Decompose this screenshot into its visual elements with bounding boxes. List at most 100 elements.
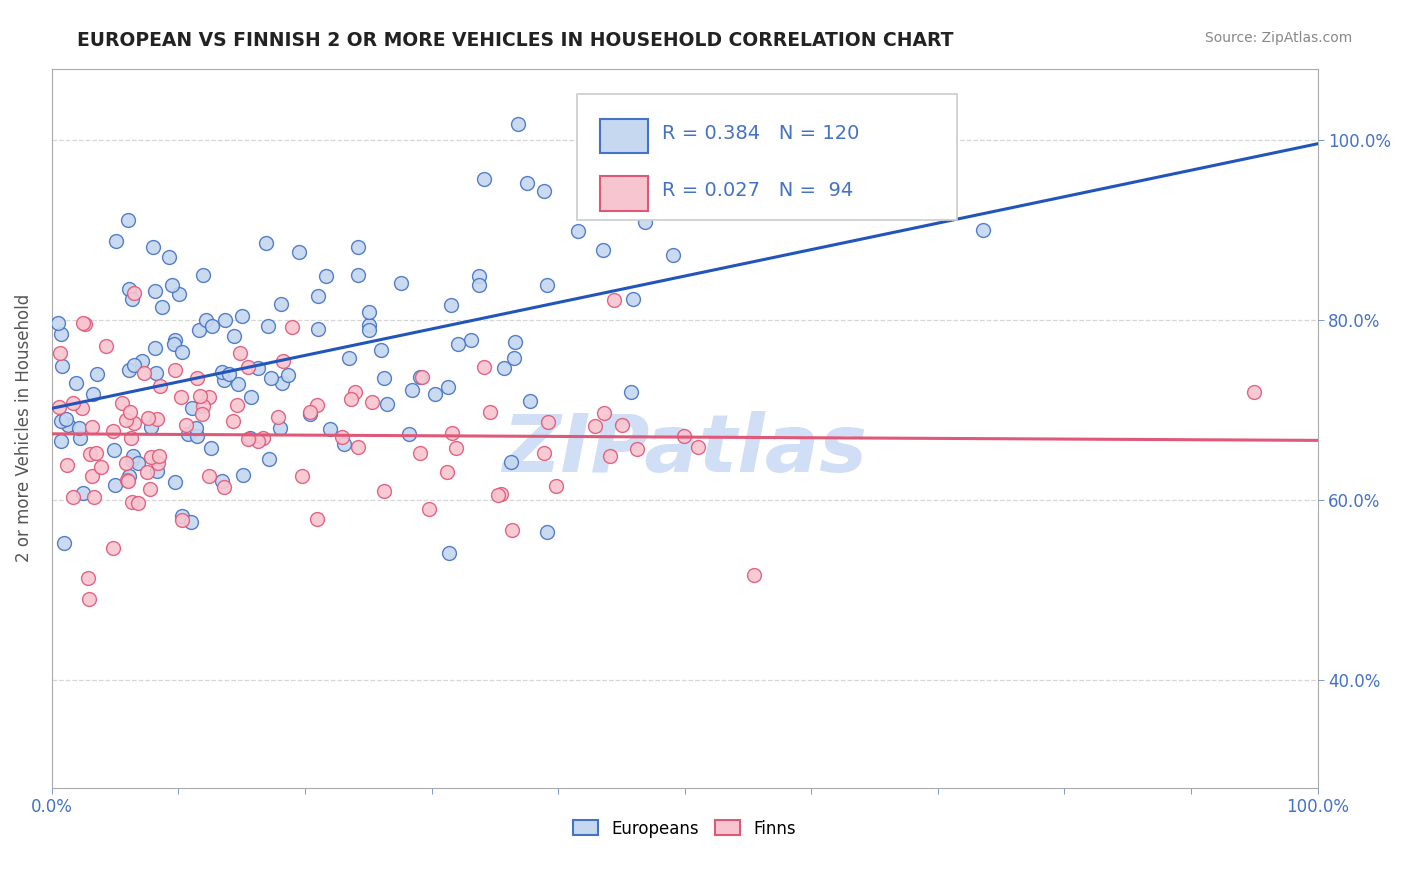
Point: [236, 432, 259, 446]
Point: [118, 282, 141, 296]
Point: [673, 428, 696, 442]
Point: [288, 244, 311, 259]
Point: [478, 404, 501, 418]
Point: [238, 431, 260, 445]
Point: [486, 488, 509, 502]
Point: [440, 298, 463, 312]
Point: [104, 478, 127, 492]
Point: [194, 312, 217, 326]
Point: [389, 276, 412, 290]
Point: [359, 323, 381, 337]
Point: [148, 449, 170, 463]
Point: [176, 427, 198, 442]
Point: [266, 410, 288, 425]
Point: [503, 334, 526, 349]
Point: [247, 360, 270, 375]
Point: [167, 286, 190, 301]
Point: [247, 434, 270, 448]
Point: [409, 446, 432, 460]
Point: [229, 345, 252, 359]
Point: [82, 469, 104, 483]
Point: [340, 392, 363, 406]
Point: [134, 366, 156, 380]
Point: [447, 337, 470, 351]
Point: [315, 268, 337, 283]
Point: [170, 390, 193, 404]
Point: [375, 397, 398, 411]
Point: [139, 482, 162, 496]
Point: [55, 411, 77, 425]
Point: [437, 546, 460, 560]
Point: [163, 336, 186, 351]
Point: [226, 398, 249, 412]
Point: [124, 358, 146, 372]
Legend: Europeans, Finns: Europeans, Finns: [567, 813, 803, 844]
Point: [467, 277, 489, 292]
Point: [271, 376, 294, 390]
Point: [299, 407, 322, 421]
Point: [211, 365, 233, 379]
Point: [592, 406, 614, 420]
Point: [165, 475, 187, 489]
Point: [260, 371, 283, 385]
Point: [49, 327, 72, 342]
Point: [145, 341, 167, 355]
Point: [688, 440, 710, 454]
Point: [80, 419, 103, 434]
Point: [411, 369, 433, 384]
Point: [79, 447, 101, 461]
Point: [418, 501, 440, 516]
Point: [232, 468, 254, 483]
Point: [492, 361, 515, 376]
Point: [851, 136, 873, 150]
Point: [583, 419, 606, 434]
Point: [307, 322, 329, 336]
Point: [346, 240, 368, 254]
Point: [567, 224, 589, 238]
Point: [519, 393, 541, 408]
Point: [460, 333, 482, 347]
Point: [146, 412, 169, 426]
Point: [238, 360, 260, 375]
Point: [127, 496, 149, 510]
Point: [172, 508, 194, 523]
Point: [211, 474, 233, 488]
Point: [188, 323, 211, 337]
Point: [610, 418, 633, 433]
Point: [118, 469, 141, 483]
Point: [142, 240, 165, 254]
Point: [72, 486, 94, 500]
Point: [370, 343, 392, 357]
Text: Source: ZipAtlas.com: Source: ZipAtlas.com: [1205, 31, 1353, 45]
Point: [72, 316, 94, 330]
Point: [121, 431, 143, 445]
Point: [122, 417, 145, 431]
Point: [626, 442, 648, 456]
Point: [231, 309, 253, 323]
Point: [150, 300, 173, 314]
Point: [69, 431, 91, 445]
Point: [214, 313, 236, 327]
Point: [201, 318, 224, 333]
Point: [373, 370, 395, 384]
Point: [157, 251, 180, 265]
Point: [307, 512, 329, 526]
Point: [193, 400, 215, 414]
Point: [441, 425, 464, 440]
Point: [546, 479, 568, 493]
Point: [188, 389, 211, 403]
Point: [437, 380, 460, 394]
Point: [1243, 385, 1265, 400]
Point: [436, 465, 458, 479]
Point: [536, 278, 558, 293]
Point: [77, 591, 100, 606]
Point: [145, 464, 167, 478]
Point: [423, 386, 446, 401]
Point: [662, 248, 685, 262]
FancyBboxPatch shape: [600, 177, 648, 211]
Point: [516, 177, 538, 191]
Point: [621, 292, 644, 306]
Point: [491, 486, 513, 500]
Point: [240, 391, 263, 405]
Point: [186, 371, 208, 385]
